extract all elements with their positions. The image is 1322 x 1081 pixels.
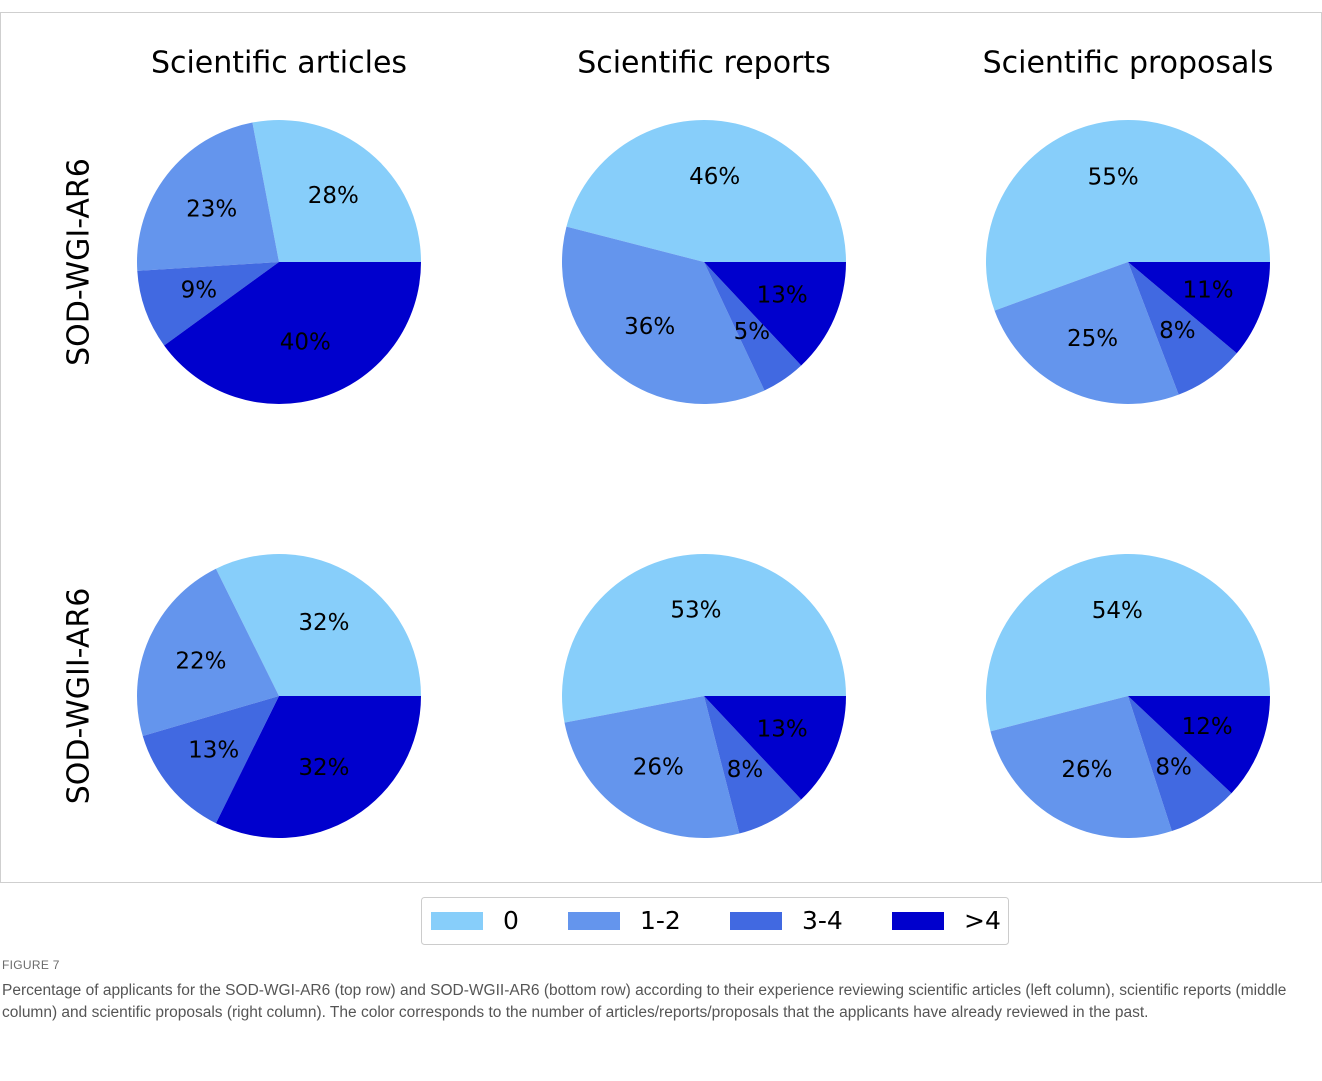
slice-label: 55% bbox=[1088, 165, 1139, 191]
legend-swatch bbox=[892, 912, 944, 930]
legend-box bbox=[421, 897, 1009, 945]
pie-slice bbox=[1128, 262, 1237, 395]
row-label: SOD-WGII-AR6 bbox=[62, 588, 97, 805]
legend-label: 3-4 bbox=[802, 906, 843, 935]
pie-slice bbox=[704, 262, 802, 391]
slice-label: 8% bbox=[1159, 318, 1196, 344]
slice-label: 11% bbox=[1182, 278, 1233, 304]
slice-label: 46% bbox=[689, 164, 740, 190]
slice-label: 13% bbox=[757, 282, 808, 308]
slice-label: 25% bbox=[1067, 326, 1118, 352]
slice-label: 12% bbox=[1182, 714, 1233, 740]
pie-slice bbox=[137, 262, 279, 346]
pie-slice bbox=[252, 120, 421, 262]
pie-slice bbox=[990, 696, 1172, 838]
pie-slice bbox=[986, 119, 1270, 311]
legend-label: 0 bbox=[503, 906, 519, 935]
pie-slice bbox=[562, 226, 765, 404]
column-title: Scientific articles bbox=[151, 46, 407, 81]
column-title: Scientific proposals bbox=[983, 46, 1274, 81]
figure-label: FIGURE 7 bbox=[2, 958, 60, 972]
slice-label: 22% bbox=[175, 648, 226, 674]
pie-slice bbox=[1128, 696, 1232, 832]
pie-slice bbox=[564, 696, 740, 839]
slice-label: 36% bbox=[624, 314, 675, 340]
slice-label: 26% bbox=[633, 754, 684, 780]
slice-label: 23% bbox=[186, 196, 237, 222]
slice-label: 8% bbox=[1155, 754, 1192, 780]
pie-slice bbox=[986, 553, 1270, 732]
slice-label: 54% bbox=[1092, 598, 1143, 624]
slice-label: 32% bbox=[298, 755, 349, 781]
pie-slice bbox=[164, 262, 422, 404]
legend-swatch bbox=[568, 912, 620, 930]
pie-slice bbox=[704, 696, 802, 834]
pie-slice bbox=[562, 554, 846, 723]
column-title: Scientific reports bbox=[577, 46, 831, 81]
pie-slice bbox=[1128, 262, 1270, 354]
pie-slice bbox=[1128, 696, 1270, 794]
slice-label: 28% bbox=[308, 183, 359, 209]
slice-label: 32% bbox=[298, 610, 349, 636]
slice-label: 9% bbox=[181, 277, 218, 303]
pie-slice bbox=[215, 554, 421, 696]
slice-label: 26% bbox=[1061, 757, 1112, 783]
legend-label: >4 bbox=[964, 906, 1001, 935]
slice-label: 13% bbox=[757, 716, 808, 742]
pie-slice bbox=[142, 696, 279, 824]
slice-label: 8% bbox=[727, 757, 764, 783]
figure: Scientific articles Scientific reports Sci… bbox=[0, 12, 1322, 945]
pie-slice bbox=[215, 696, 421, 839]
pie-slice bbox=[137, 122, 279, 271]
slice-label: 53% bbox=[670, 598, 721, 624]
pie-slice bbox=[566, 119, 846, 262]
legend-swatch bbox=[431, 912, 483, 930]
figure-caption: Percentage of applicants for the SOD-WGI… bbox=[2, 982, 1287, 1021]
row-label: SOD-WGI-AR6 bbox=[62, 158, 97, 366]
legend-label: 1-2 bbox=[640, 906, 681, 935]
pie-slice bbox=[704, 696, 846, 800]
legend-swatch bbox=[730, 912, 782, 930]
pie-slice bbox=[136, 568, 279, 737]
slice-label: 13% bbox=[188, 737, 239, 763]
slice-label: 40% bbox=[280, 330, 331, 356]
pie-slice bbox=[994, 262, 1179, 405]
pie-slice bbox=[704, 262, 846, 366]
